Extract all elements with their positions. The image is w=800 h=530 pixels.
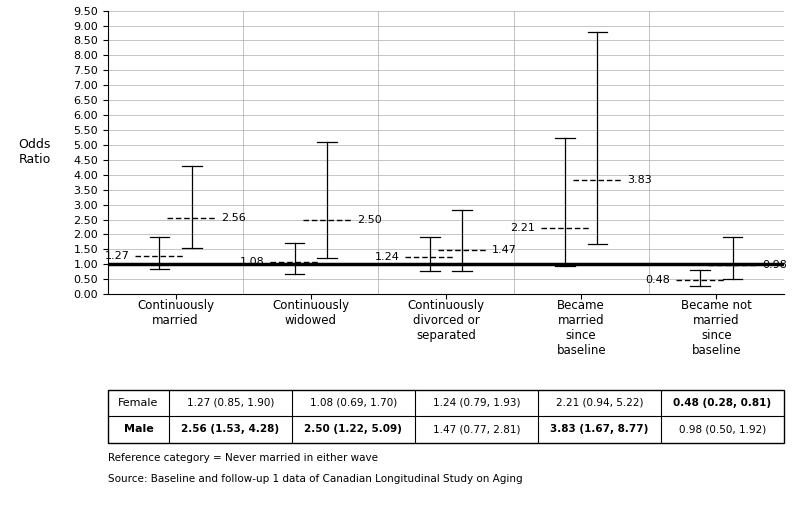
Text: 0.48: 0.48 (646, 275, 670, 285)
Text: 2.21: 2.21 (510, 223, 535, 233)
Text: Female: Female (118, 398, 158, 408)
Text: 1.27: 1.27 (105, 251, 130, 261)
Text: 3.83 (1.67, 8.77): 3.83 (1.67, 8.77) (550, 425, 649, 434)
Text: 2.50 (1.22, 5.09): 2.50 (1.22, 5.09) (305, 425, 402, 434)
Text: Continuously
divorced or
separated: Continuously divorced or separated (407, 299, 485, 342)
Text: Became
married
since
baseline: Became married since baseline (556, 299, 606, 357)
Text: 2.56 (1.53, 4.28): 2.56 (1.53, 4.28) (182, 425, 279, 434)
Text: Continuously
widowed: Continuously widowed (272, 299, 350, 328)
Text: 2.21 (0.94, 5.22): 2.21 (0.94, 5.22) (556, 398, 643, 408)
Text: 0.98: 0.98 (762, 260, 787, 270)
Text: 1.47 (0.77, 2.81): 1.47 (0.77, 2.81) (433, 425, 520, 434)
Text: 1.24: 1.24 (375, 252, 400, 262)
Text: Reference category = Never married in either wave: Reference category = Never married in ei… (108, 453, 378, 463)
Text: 0.48 (0.28, 0.81): 0.48 (0.28, 0.81) (674, 398, 771, 408)
Text: Source: Baseline and follow-up 1 data of Canadian Longitudinal Study on Aging: Source: Baseline and follow-up 1 data of… (108, 474, 522, 484)
Text: 2.56: 2.56 (222, 213, 246, 223)
Y-axis label: Odds
Ratio: Odds Ratio (18, 138, 51, 166)
Text: 1.47: 1.47 (492, 245, 517, 255)
Text: 1.24 (0.79, 1.93): 1.24 (0.79, 1.93) (433, 398, 520, 408)
Text: 3.83: 3.83 (627, 175, 652, 185)
Text: Continuously
married: Continuously married (137, 299, 214, 328)
Text: 1.08: 1.08 (240, 257, 265, 267)
Text: 1.27 (0.85, 1.90): 1.27 (0.85, 1.90) (186, 398, 274, 408)
Text: Became not
married
since
baseline: Became not married since baseline (681, 299, 752, 357)
Text: 1.08 (0.69, 1.70): 1.08 (0.69, 1.70) (310, 398, 397, 408)
Text: 0.98 (0.50, 1.92): 0.98 (0.50, 1.92) (679, 425, 766, 434)
Text: Male: Male (123, 425, 154, 434)
Text: 2.50: 2.50 (357, 215, 382, 225)
